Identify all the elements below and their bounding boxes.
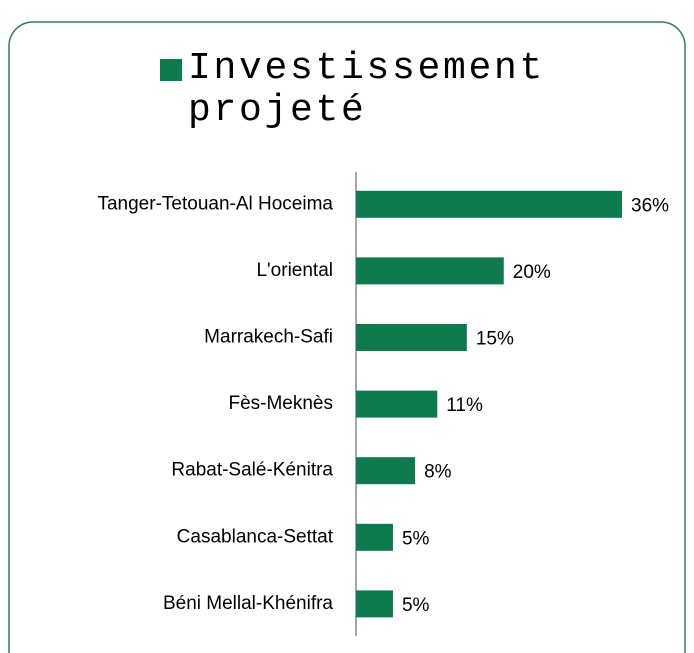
value-label: 36% — [631, 195, 669, 216]
value-label: 8% — [424, 462, 452, 483]
category-label: Casablanca-Settat — [177, 526, 334, 547]
bar — [356, 257, 504, 285]
bar — [356, 190, 622, 218]
value-label: 11% — [446, 395, 483, 416]
category-label: Tanger-Tetouan-Al Hoceima — [97, 193, 333, 214]
category-label: Rabat-Salé-Kénitra — [171, 460, 333, 481]
value-label: 20% — [513, 262, 551, 283]
category-label: L'oriental — [256, 260, 333, 281]
bar — [356, 523, 393, 551]
bar — [356, 457, 416, 485]
bar — [356, 324, 467, 351]
category-label: Fès-Meknès — [228, 393, 333, 414]
legend-label: Investissement projeté — [188, 47, 546, 132]
card-border — [8, 21, 686, 653]
bar — [356, 390, 438, 418]
category-label: Béni Mellal-Khénifra — [163, 593, 333, 614]
category-label: Marrakech-Safi — [204, 327, 333, 348]
legend-swatch — [160, 59, 182, 81]
value-label: 5% — [402, 528, 430, 549]
value-label: 5% — [402, 595, 430, 616]
bar — [356, 590, 393, 618]
value-label: 15% — [476, 329, 514, 350]
